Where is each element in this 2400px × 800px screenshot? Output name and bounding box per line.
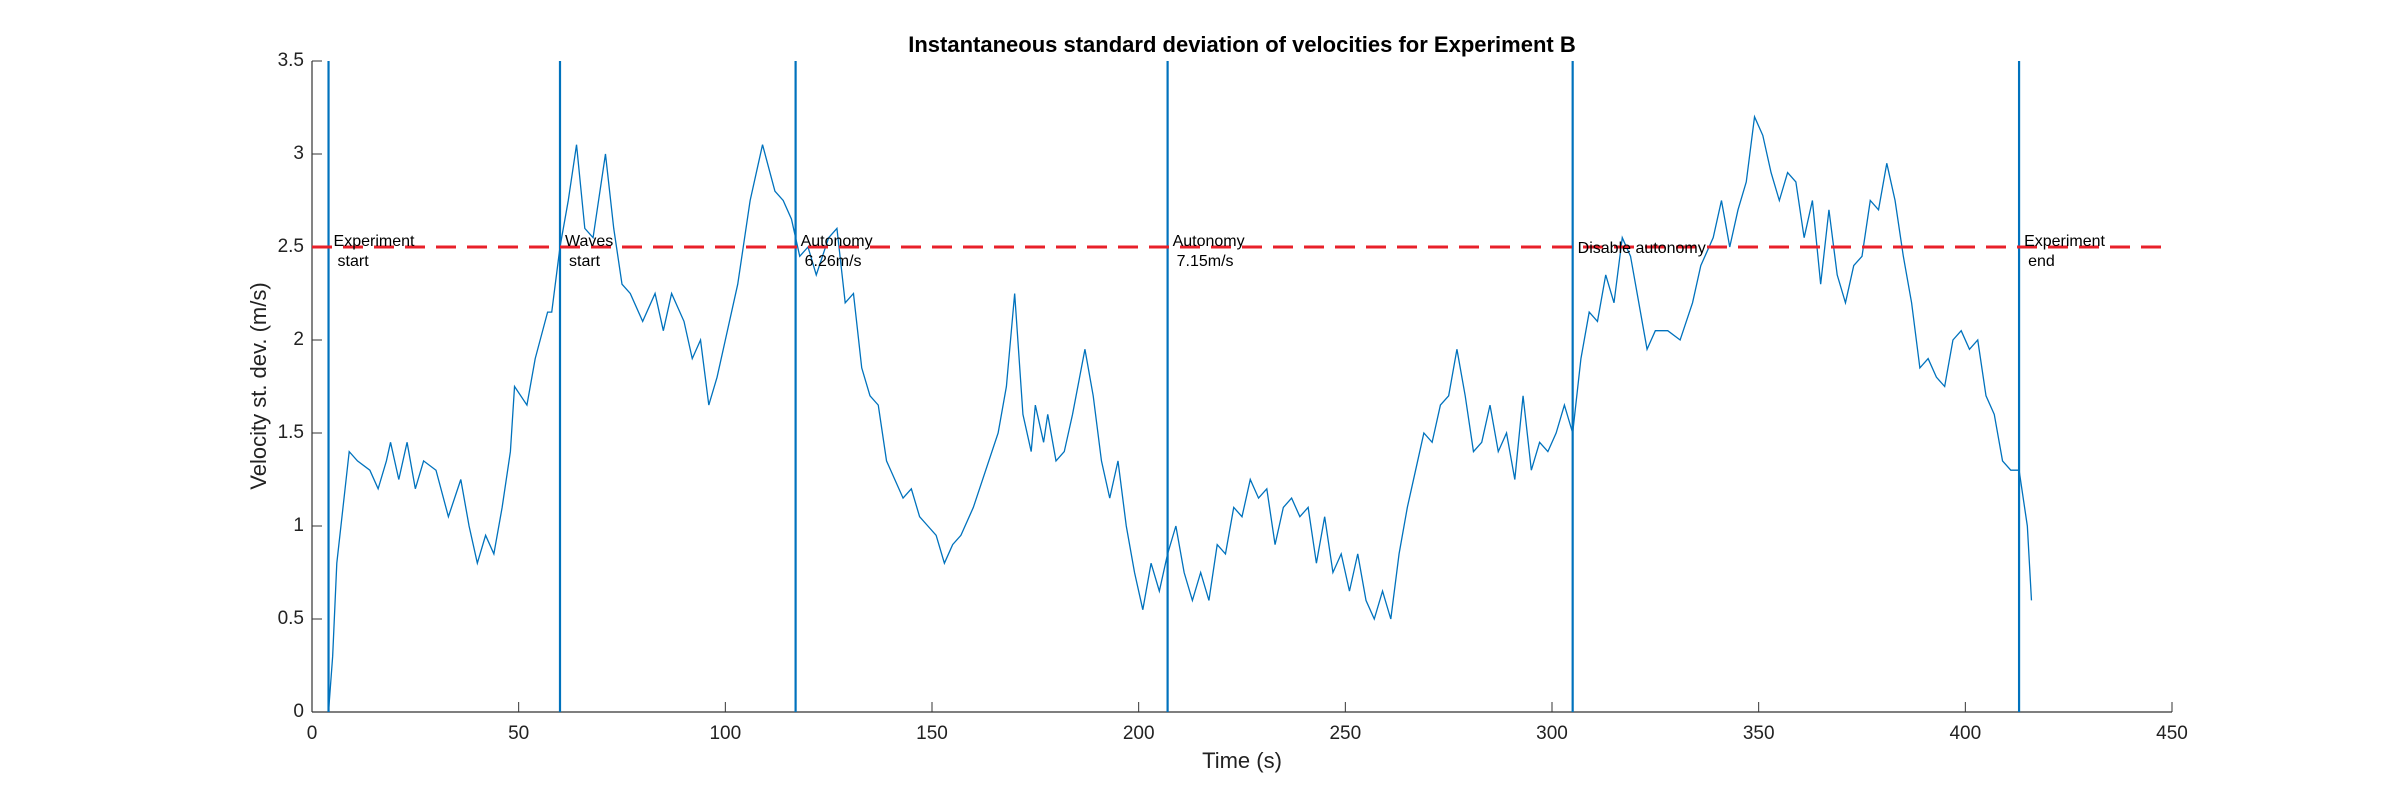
y-tick-label: 1.5	[278, 422, 304, 443]
event-label: Disable autonomy	[1578, 240, 1706, 257]
x-tick-label: 450	[2156, 723, 2188, 744]
data-line	[327, 114, 2033, 713]
x-axis-label: Time (s)	[1202, 748, 1282, 773]
event-label: Waves	[565, 233, 613, 250]
event-label: 7.15m/s	[1177, 253, 1234, 270]
y-tick-label: 2	[293, 329, 304, 350]
event-label: end	[2028, 253, 2055, 270]
y-axis-label: Velocity st. dev. (m/s)	[246, 282, 271, 489]
x-tick-label: 200	[1123, 723, 1155, 744]
x-tick-label: 150	[916, 723, 948, 744]
event-label: 6.26m/s	[805, 253, 862, 270]
event-label: start	[338, 253, 370, 270]
event-label: Experiment	[2024, 233, 2105, 250]
x-tick-label: 250	[1329, 723, 1361, 744]
y-tick-label: 0	[293, 701, 304, 722]
y-tick-label: 0.5	[278, 608, 304, 629]
y-tick-label: 1	[293, 515, 304, 536]
event-label: start	[569, 253, 601, 270]
event-label: Autonomy	[1173, 233, 1245, 250]
x-tick-label: 350	[1743, 723, 1775, 744]
x-tick-label: 0	[307, 723, 318, 744]
y-tick-label: 3	[293, 143, 304, 164]
y-tick-label: 2.5	[278, 236, 304, 257]
x-tick-label: 100	[709, 723, 741, 744]
chart-title: Instantaneous standard deviation of velo…	[908, 32, 1575, 57]
x-tick-label: 50	[508, 723, 529, 744]
x-tick-label: 400	[1949, 723, 1981, 744]
event-label: Autonomy	[801, 233, 873, 250]
y-tick-label: 3.5	[278, 50, 304, 71]
event-label: Experiment	[334, 233, 415, 250]
x-tick-label: 300	[1536, 723, 1568, 744]
